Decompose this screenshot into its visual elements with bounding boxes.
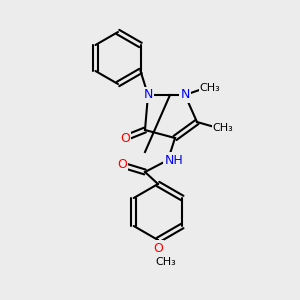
- Text: O: O: [120, 131, 130, 145]
- Text: CH₃: CH₃: [200, 83, 220, 93]
- Text: O: O: [117, 158, 127, 172]
- Text: N: N: [143, 88, 153, 101]
- Text: N: N: [180, 88, 190, 101]
- Text: NH: NH: [165, 154, 183, 166]
- Text: CH₃: CH₃: [156, 257, 176, 267]
- Text: O: O: [153, 242, 163, 254]
- Text: CH₃: CH₃: [213, 123, 233, 133]
